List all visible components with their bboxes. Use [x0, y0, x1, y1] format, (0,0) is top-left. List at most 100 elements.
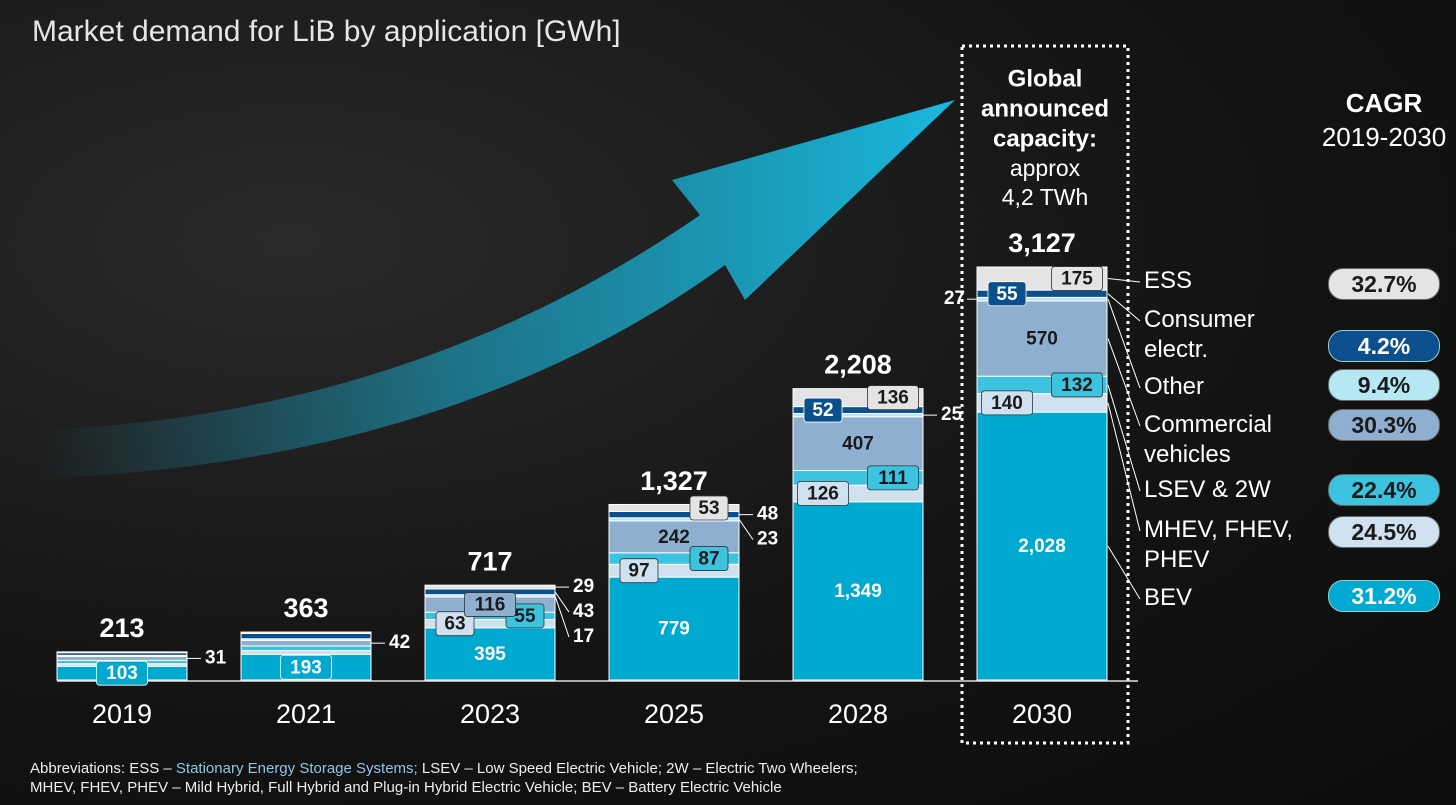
cagr-pill: 30.3% [1328, 409, 1440, 441]
annotation-heading: Global [1008, 65, 1083, 92]
data-label: 25 [941, 404, 963, 425]
legend-leader [1107, 402, 1141, 532]
label-box [987, 281, 1027, 307]
data-label: 111 [878, 468, 908, 489]
total-label: 717 [467, 546, 512, 576]
data-label: 17 [573, 626, 594, 647]
data-label: 242 [658, 527, 690, 548]
bar-segment [240, 650, 372, 656]
annotation-heading: announced [981, 95, 1109, 122]
x-tick-label: 2028 [828, 699, 888, 729]
highlight-frame [960, 44, 1130, 745]
annotation-heading: capacity: [993, 125, 1097, 152]
legend-leader [1107, 298, 1141, 389]
footnote-part: LSEV – Low Speed Electric Vehicle; 2W – … [417, 760, 858, 777]
bar-segment [240, 631, 372, 635]
label-box [867, 465, 919, 491]
legend-leader [1107, 338, 1141, 427]
label-box [435, 611, 475, 637]
annotation-text: approx [1010, 155, 1081, 181]
label-box [464, 592, 516, 617]
x-tick-label: 2023 [460, 699, 520, 729]
footnote-part: Stationary Energy Storage Systems; [175, 760, 418, 777]
total-label: 213 [99, 613, 144, 643]
total-label: 3,127 [1008, 228, 1076, 258]
label-box [867, 385, 919, 411]
cagr-subtitle: 2019-2030 [1322, 122, 1446, 152]
legend-label: BEV [1144, 584, 1193, 611]
label-box [1051, 372, 1103, 398]
legend-label: Commercial vehicles [1144, 411, 1273, 468]
label-box [689, 546, 729, 571]
data-label: 23 [757, 529, 778, 550]
data-label: 29 [573, 576, 594, 597]
legend-label: Other [1144, 373, 1205, 400]
bar-segment [976, 300, 1108, 377]
data-label: 132 [1061, 375, 1093, 396]
label-box [280, 654, 332, 680]
data-label: 63 [444, 614, 465, 635]
data-label: 97 [628, 561, 649, 582]
chart-title: Market demand for LiB by application [GW… [32, 15, 621, 48]
data-label: 31 [205, 647, 227, 668]
bar-segment [240, 645, 372, 652]
label-box [981, 390, 1033, 416]
cagr-pill: 32.7% [1328, 268, 1440, 300]
data-label: 116 [475, 595, 506, 616]
data-label: 42 [389, 632, 410, 653]
x-tick-label: 2021 [276, 699, 336, 729]
data-label: 126 [807, 484, 839, 505]
data-label: 193 [290, 657, 322, 678]
data-label: 1,349 [834, 581, 882, 602]
bar-segment [240, 639, 372, 647]
legend-leader [1107, 384, 1141, 492]
leader-line [554, 591, 570, 613]
x-tick-label: 2025 [644, 699, 704, 729]
leader-line [738, 519, 754, 540]
label-box [1051, 266, 1103, 291]
bar-segment [56, 651, 188, 654]
cagr-pill: 4.2% [1328, 330, 1440, 362]
total-label: 2,208 [824, 350, 892, 380]
cagr-pill: 22.4% [1328, 474, 1440, 506]
cagr-pill: 31.2% [1328, 580, 1440, 612]
footnote: Abbreviations: ESS – Stationary Energy S… [30, 760, 858, 777]
data-label: 175 [1061, 269, 1093, 290]
data-label: 103 [106, 663, 138, 684]
data-label: 136 [877, 388, 909, 409]
x-tick-label: 2030 [1012, 699, 1072, 729]
leader-line [554, 595, 570, 638]
data-label: 53 [698, 498, 719, 519]
label-box [803, 397, 843, 423]
growth-arrow [40, 100, 955, 478]
data-label: 2,028 [1018, 536, 1066, 557]
bar-segment [608, 576, 740, 681]
bar-segment [240, 633, 372, 640]
data-label: 48 [757, 504, 778, 525]
cagr-pill: 24.5% [1328, 516, 1440, 548]
label-box [619, 558, 659, 584]
data-label: 43 [573, 601, 594, 622]
data-label: 570 [1026, 329, 1058, 350]
x-tick-label: 2019 [92, 699, 152, 729]
cagr-pill: 9.4% [1328, 369, 1440, 401]
legend-label: Consumer electr. [1144, 306, 1255, 363]
legend-label: LSEV & 2W [1144, 476, 1271, 503]
footnote-part: Abbreviations: ESS – [30, 760, 176, 777]
cagr-title: CAGR [1346, 88, 1423, 118]
data-label: 140 [991, 393, 1023, 414]
bar-segment [608, 503, 740, 512]
label-box [689, 495, 729, 521]
bar-segment [792, 416, 924, 472]
data-label: 395 [474, 644, 506, 665]
data-label: 55 [514, 606, 536, 627]
bar-segment [56, 655, 188, 661]
legend-label: MHEV, FHEV, PHEV [1144, 516, 1293, 573]
annotation-text: 4,2 TWh [1002, 184, 1089, 210]
legend-leader [1107, 278, 1141, 283]
bar-segment [424, 627, 556, 681]
bar-segment [424, 584, 556, 590]
footnote: MHEV, FHEV, PHEV – Mild Hybrid, Full Hyb… [30, 779, 782, 796]
